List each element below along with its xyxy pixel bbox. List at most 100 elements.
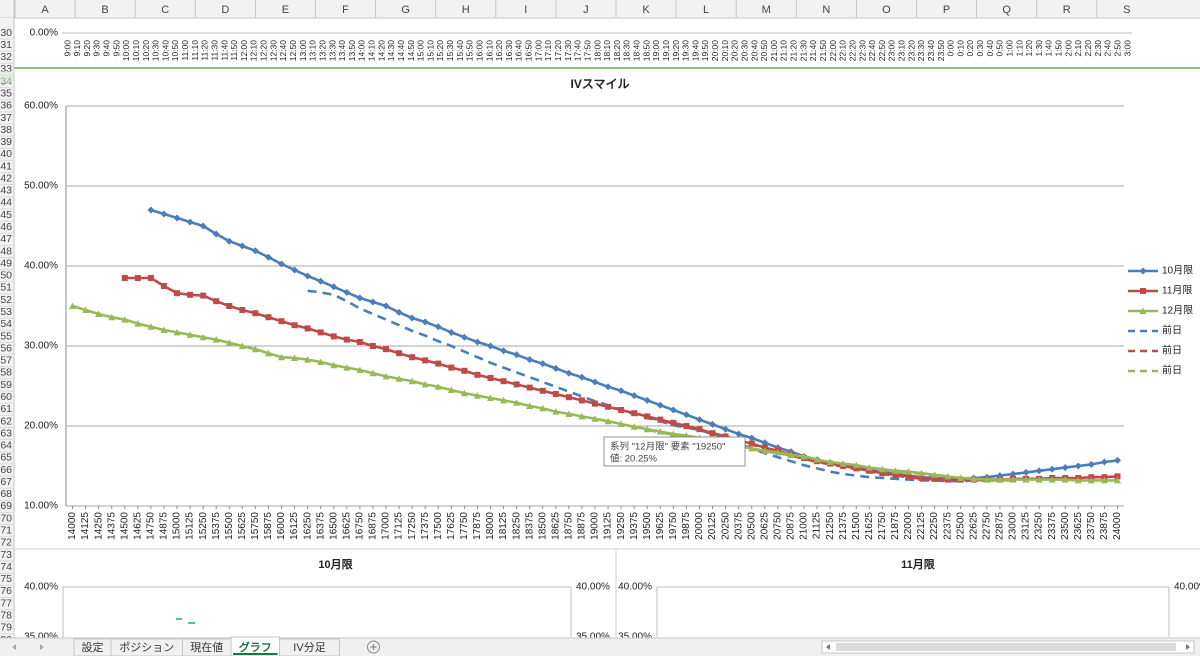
y-tick-label: 35.00% xyxy=(24,632,58,643)
row-number[interactable]: 63 xyxy=(0,427,12,439)
top-chart-x-label: 20:00 xyxy=(710,40,720,62)
scrollbar-thumb[interactable] xyxy=(836,643,1176,651)
marker xyxy=(225,339,233,346)
top-chart-x-label: 9:10 xyxy=(72,40,82,57)
top-chart-x-label: 20:50 xyxy=(759,40,769,62)
marker xyxy=(369,343,376,349)
row-number[interactable]: 42 xyxy=(0,172,12,184)
scroll-left[interactable] xyxy=(12,644,16,650)
row-number[interactable]: 77 xyxy=(0,597,12,609)
row-number[interactable]: 67 xyxy=(0,476,12,488)
column-letter[interactable]: O xyxy=(882,4,891,16)
row-number[interactable]: 70 xyxy=(0,512,12,524)
row-number[interactable]: 75 xyxy=(0,573,12,585)
sheet-tab-label[interactable]: 現在値 xyxy=(190,641,223,654)
row-number[interactable]: 68 xyxy=(0,488,12,500)
row-number[interactable]: 53 xyxy=(0,306,12,318)
row-number[interactable]: 47 xyxy=(0,233,12,245)
row-number[interactable]: 51 xyxy=(0,282,12,294)
column-letter[interactable]: S xyxy=(1123,4,1130,16)
marker xyxy=(748,444,756,452)
row-number[interactable]: 61 xyxy=(0,403,12,415)
row-number[interactable]: 55 xyxy=(0,330,12,342)
marker xyxy=(278,318,285,325)
scroll-right[interactable] xyxy=(40,644,44,650)
row-number[interactable]: 71 xyxy=(0,525,12,537)
column-letter[interactable]: N xyxy=(822,4,830,16)
column-letter[interactable]: B xyxy=(101,4,108,16)
row-number[interactable]: 64 xyxy=(0,440,12,452)
row-number[interactable]: 74 xyxy=(0,561,12,573)
column-letter[interactable]: J xyxy=(583,4,589,16)
row-number[interactable]: 59 xyxy=(0,379,12,391)
row-number[interactable]: 66 xyxy=(0,464,12,476)
marker xyxy=(592,400,598,407)
sheet-tab-label[interactable]: 設定 xyxy=(82,640,104,654)
column-letter[interactable]: I xyxy=(524,4,527,16)
row-number[interactable]: 48 xyxy=(0,245,12,257)
column-letter[interactable]: G xyxy=(401,4,410,16)
top-chart-x-label: 1:40 xyxy=(1044,40,1054,57)
row-number[interactable]: 44 xyxy=(0,197,12,209)
row-number[interactable]: 46 xyxy=(0,221,12,233)
row-number[interactable]: 50 xyxy=(0,270,12,282)
top-chart-x-label: 19:40 xyxy=(690,40,700,62)
sheet-tab-label[interactable]: IV分足 xyxy=(293,641,325,654)
row-number[interactable]: 57 xyxy=(0,355,12,367)
row-number[interactable]: 58 xyxy=(0,367,12,379)
row-number[interactable]: 60 xyxy=(0,391,12,403)
row-number[interactable]: 73 xyxy=(0,549,12,561)
column-letter[interactable]: F xyxy=(342,4,349,16)
y-tick-label: 50.00% xyxy=(24,181,58,192)
column-letter[interactable]: E xyxy=(282,4,289,16)
row-number[interactable]: 36 xyxy=(0,100,12,112)
row-number[interactable]: 43 xyxy=(0,185,12,197)
column-letter[interactable]: M xyxy=(762,4,771,16)
row-number[interactable]: 54 xyxy=(0,318,12,330)
row-number[interactable]: 31 xyxy=(0,39,12,51)
row-number[interactable]: 62 xyxy=(0,415,12,427)
row-number[interactable]: 35 xyxy=(0,87,12,99)
column-letter[interactable]: A xyxy=(41,4,49,16)
row-number[interactable]: 78 xyxy=(0,610,12,622)
row-number[interactable]: 33 xyxy=(0,63,12,75)
row-number[interactable]: 30 xyxy=(0,27,12,39)
column-letter[interactable]: L xyxy=(703,4,709,16)
row-number[interactable]: 41 xyxy=(0,160,12,172)
top-chart-x-label: 17:30 xyxy=(563,40,573,62)
marker xyxy=(147,275,154,281)
row-number[interactable]: 40 xyxy=(0,148,12,160)
row-number[interactable]: 56 xyxy=(0,342,12,354)
row-number[interactable]: 69 xyxy=(0,500,12,512)
row-number[interactable]: 39 xyxy=(0,136,12,148)
sheet-tab-label[interactable]: グラフ xyxy=(239,640,272,654)
marker xyxy=(356,366,364,373)
sheet-tab[interactable] xyxy=(279,638,340,656)
sheet-tab-label[interactable]: ポジション xyxy=(119,641,174,654)
column-letter[interactable]: D xyxy=(221,4,229,16)
column-letter[interactable]: C xyxy=(161,4,169,16)
marker xyxy=(1061,476,1069,483)
row-number[interactable]: 52 xyxy=(0,294,12,306)
row-number[interactable]: 49 xyxy=(0,257,12,269)
row-number[interactable]: 76 xyxy=(0,585,12,597)
marker xyxy=(643,396,651,404)
column-letter[interactable]: P xyxy=(943,4,950,16)
column-letter[interactable]: Q xyxy=(1002,4,1011,16)
marker xyxy=(918,475,925,481)
x-tick-label: 14375 xyxy=(106,512,117,540)
column-letter[interactable]: K xyxy=(642,4,650,16)
add-sheet-button[interactable] xyxy=(367,640,380,654)
row-number[interactable]: 37 xyxy=(0,112,12,124)
top-chart-x-label: 21:20 xyxy=(789,40,799,62)
scrollbar-left-arrow[interactable] xyxy=(826,644,830,650)
scrollbar-right-arrow[interactable] xyxy=(1186,644,1190,650)
column-letter[interactable]: R xyxy=(1063,4,1071,16)
row-number[interactable]: 79 xyxy=(0,622,12,634)
row-number[interactable]: 32 xyxy=(0,51,12,63)
row-number[interactable]: 72 xyxy=(0,537,12,549)
row-number[interactable]: 38 xyxy=(0,124,12,136)
column-letter[interactable]: H xyxy=(462,4,470,16)
row-number[interactable]: 45 xyxy=(0,209,12,221)
row-number[interactable]: 65 xyxy=(0,452,12,464)
